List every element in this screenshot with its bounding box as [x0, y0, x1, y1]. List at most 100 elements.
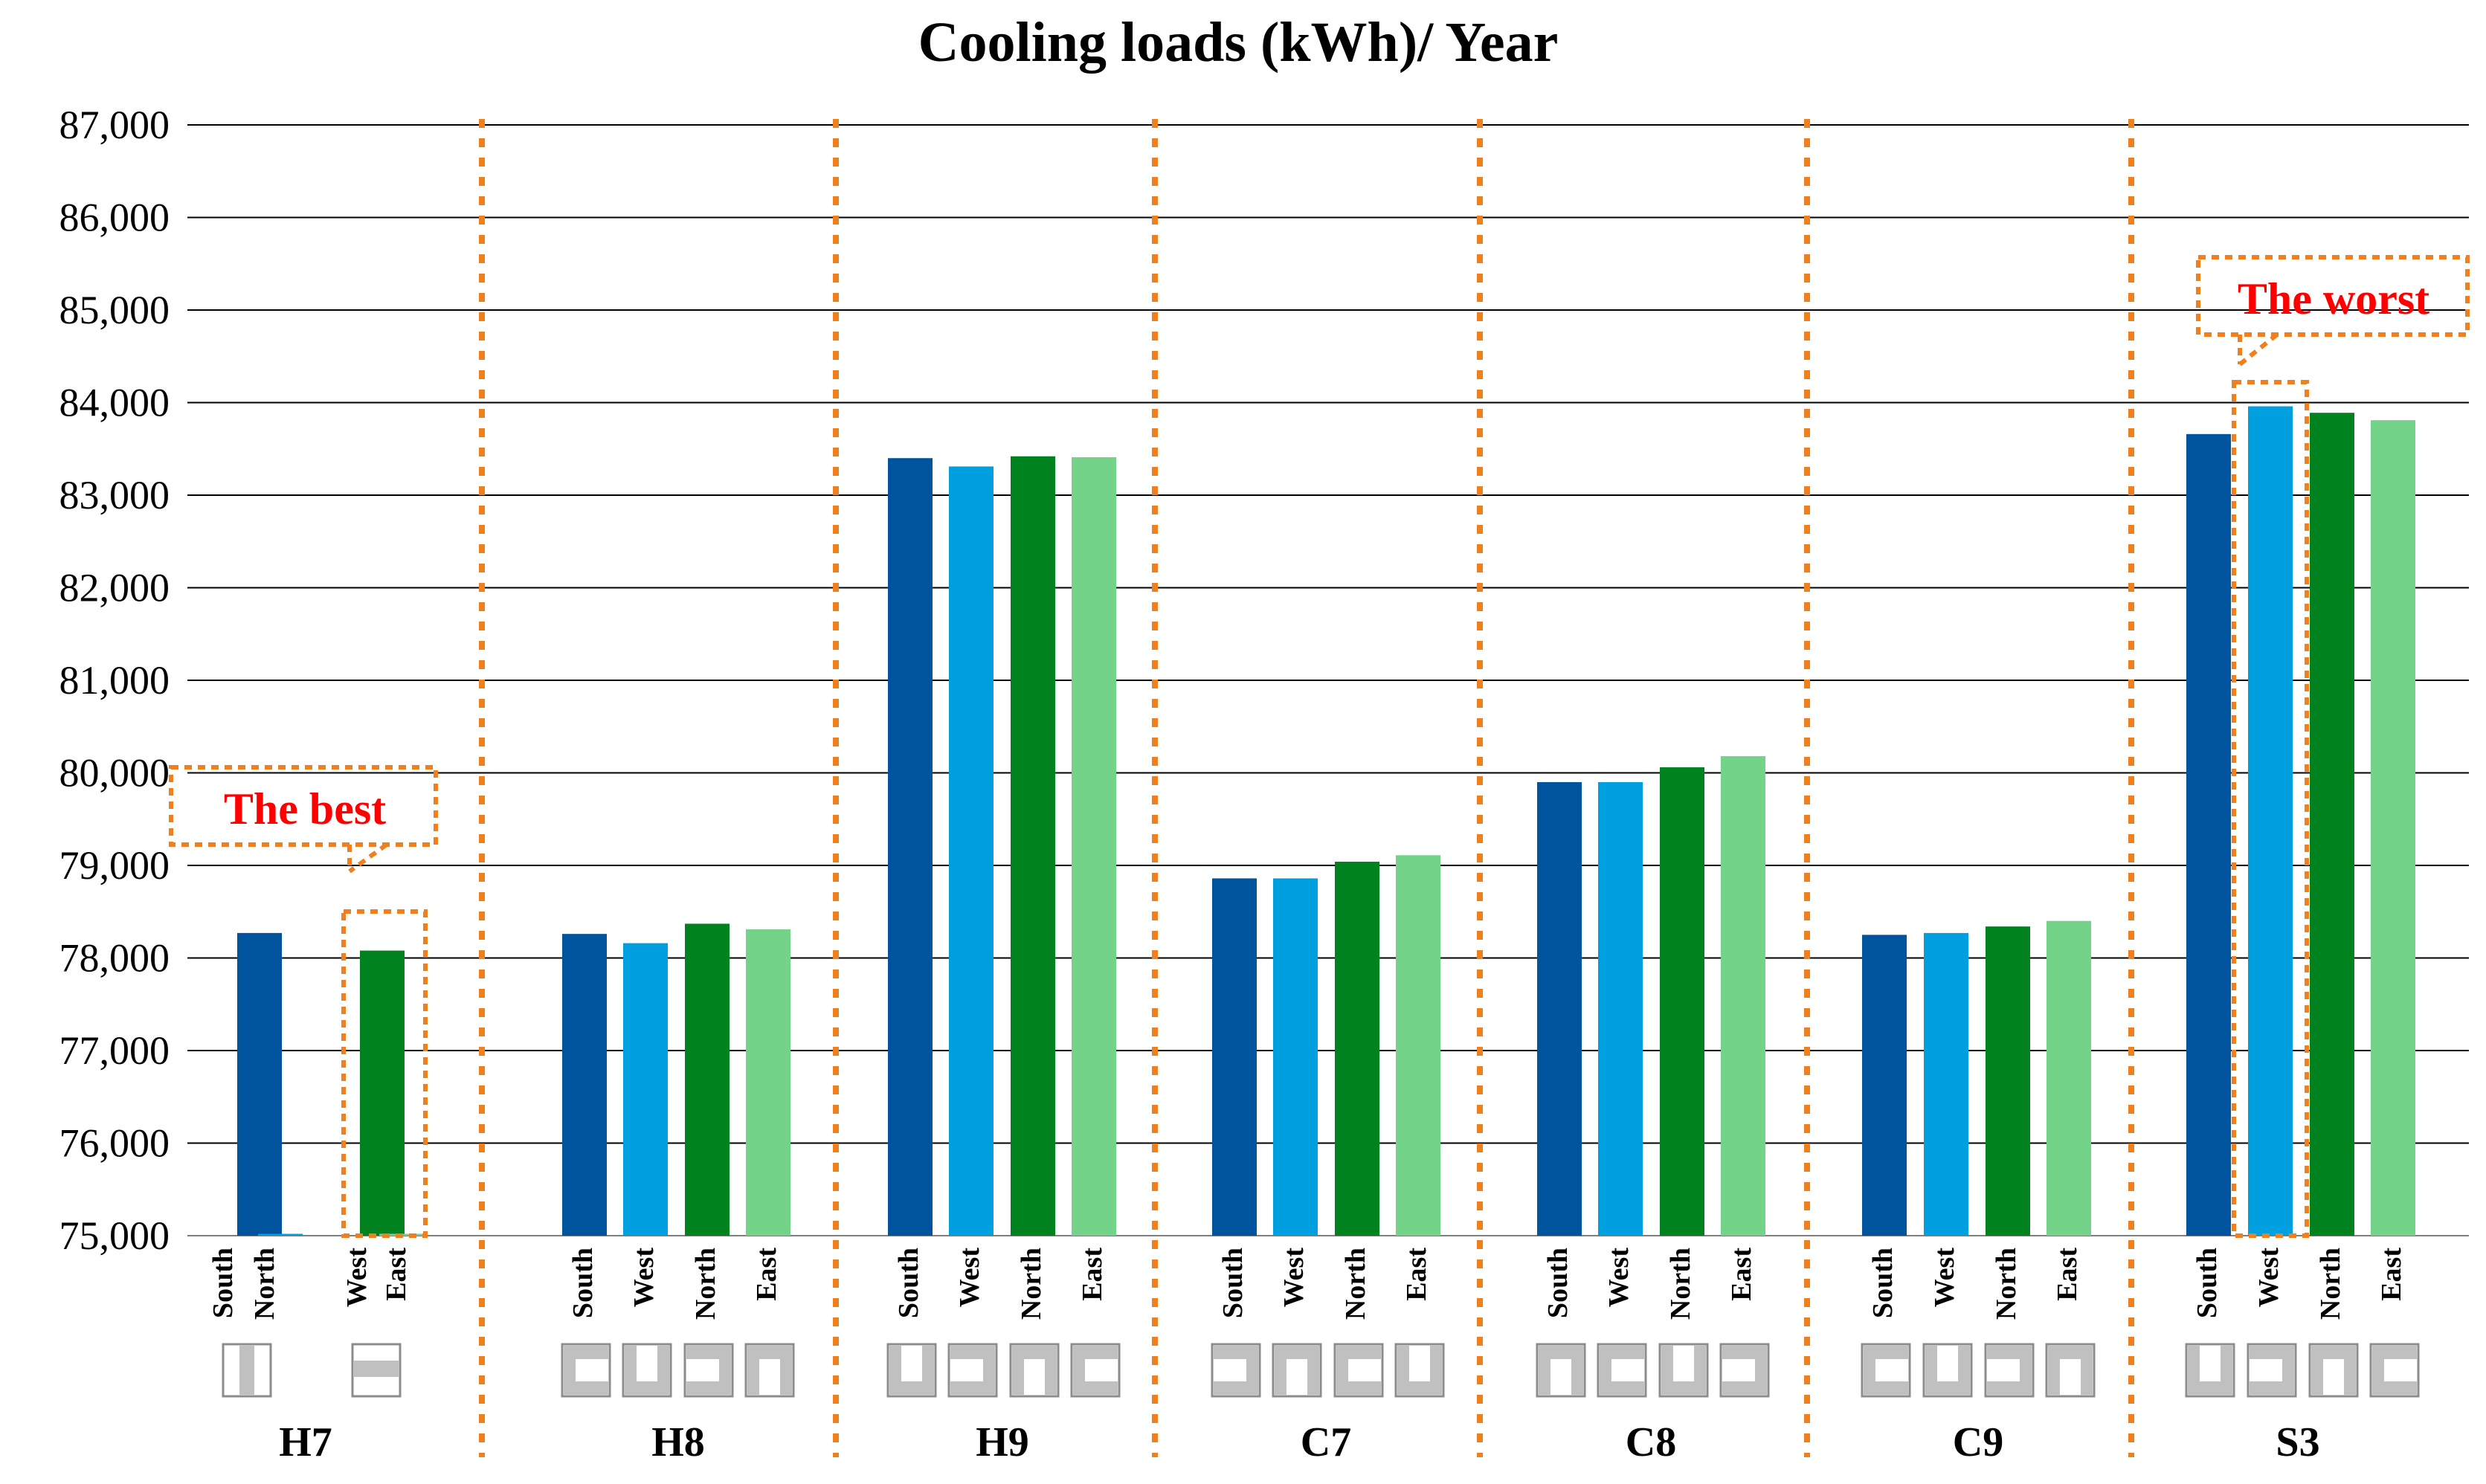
orientation-label: East: [751, 1248, 782, 1301]
plan-icons: [222, 1343, 2420, 1398]
y-tick-label: 76,000: [59, 1121, 170, 1166]
orientation-label: West: [341, 1248, 373, 1308]
bar-h8-east: [746, 929, 790, 1236]
y-tick-label: 81,000: [59, 658, 170, 703]
plan-icon: [1070, 1343, 1121, 1398]
best-highlight-box: [341, 909, 428, 1238]
orientation-label: North: [690, 1248, 721, 1320]
orientation-label: South: [207, 1248, 239, 1318]
plan-icon: [1861, 1343, 1911, 1398]
bar-c8-west: [1598, 781, 1643, 1236]
orientation-label: East: [1726, 1248, 1757, 1301]
chart-title: Cooling loads (kWh)/ Year: [918, 11, 1559, 74]
y-axis-ticks: 75,000 76,000 77,000 78,000 79,000 80,000 81,0…: [59, 103, 170, 1258]
bar-h8-west: [623, 943, 668, 1236]
bar-h9-west: [949, 466, 994, 1236]
plan-icon: [222, 1343, 272, 1398]
bar-s3-north: [2310, 413, 2354, 1236]
plan-icon: [561, 1343, 611, 1398]
y-tick-label: 87,000: [59, 103, 170, 147]
plan-icon: [2369, 1343, 2420, 1398]
bar-c7-west: [1273, 878, 1318, 1236]
plan-icon: [1333, 1343, 1384, 1398]
bar-h8-south: [562, 934, 607, 1236]
plan-icon: [2308, 1343, 2359, 1398]
bar-s3-east: [2371, 420, 2415, 1236]
plan-icon: [1536, 1343, 1586, 1398]
y-tick-label: 83,000: [59, 473, 170, 517]
worst-highlight-box: [2232, 380, 2309, 1238]
orientation-label: North: [1991, 1248, 2022, 1320]
bar-s3-west: [2248, 406, 2293, 1236]
plan-icon: [1211, 1343, 1261, 1398]
bar-c9-west: [1924, 932, 1968, 1236]
bar-c7-south: [1212, 878, 1257, 1236]
category-label-s3: S3: [2276, 1419, 2319, 1465]
orientation-label: North: [249, 1248, 280, 1320]
orientation-label: West: [1603, 1248, 1635, 1308]
bar-c9-north: [1986, 926, 2030, 1236]
orientation-label: South: [1867, 1248, 1899, 1318]
plan-icon: [351, 1343, 402, 1398]
bar-h9-east: [1072, 457, 1116, 1236]
y-tick-label: 79,000: [59, 843, 170, 888]
orientation-label: South: [893, 1248, 924, 1318]
orientation-label: East: [2376, 1248, 2407, 1301]
y-tick-label: 85,000: [59, 288, 170, 332]
orientation-label: South: [2192, 1248, 2223, 1318]
orientation-label: East: [1401, 1248, 1432, 1301]
plan-icon: [1009, 1343, 1060, 1398]
y-tick-label: 84,000: [59, 381, 170, 425]
y-tick-label: 77,000: [59, 1028, 170, 1073]
bar-h9-north: [1011, 456, 1055, 1236]
plan-icon: [1597, 1343, 1647, 1398]
category-label-h8: H8: [651, 1419, 705, 1465]
bar-h9-south: [888, 458, 933, 1236]
bar-c7-north: [1335, 862, 1379, 1236]
plan-icon: [947, 1343, 998, 1398]
plan-icon: [886, 1343, 937, 1398]
orientation-label: North: [1340, 1248, 1371, 1320]
plan-icon: [1922, 1343, 1973, 1398]
annotations: The best The worst: [169, 255, 2470, 1238]
bar-c9-south: [1862, 935, 1907, 1236]
category-label-c9: C9: [1953, 1419, 2003, 1465]
plan-icon: [1984, 1343, 2035, 1398]
bar-h7-west: [360, 950, 405, 1236]
category-label-h7: H7: [279, 1419, 332, 1465]
bar-c8-south: [1537, 781, 1582, 1236]
bar-c7-east: [1396, 855, 1440, 1236]
plan-icon: [1658, 1343, 1709, 1398]
y-tick-label: 80,000: [59, 751, 170, 796]
orientation-label: West: [954, 1248, 985, 1308]
y-tick-label: 82,000: [59, 566, 170, 610]
grid-lines: [187, 124, 2469, 1236]
best-annotation: The best: [224, 784, 386, 833]
plan-icon: [1394, 1343, 1445, 1398]
bar-s3-south: [2186, 433, 2231, 1236]
orientation-label: North: [1016, 1248, 1047, 1320]
category-label-c7: C7: [1301, 1419, 1351, 1465]
orientation-label: South: [1217, 1248, 1249, 1318]
category-label-h9: H9: [976, 1419, 1029, 1465]
orientation-label: East: [381, 1248, 412, 1301]
plan-icon: [1272, 1343, 1322, 1398]
y-tick-label: 78,000: [59, 936, 170, 981]
plan-icon: [744, 1343, 795, 1398]
orientation-label: West: [2253, 1248, 2284, 1308]
best-callout-box: [169, 765, 438, 847]
orientation-label: West: [1929, 1248, 1960, 1308]
bars: [237, 406, 2415, 1236]
orientation-label: East: [1077, 1248, 1108, 1301]
y-tick-label: 86,000: [59, 196, 170, 240]
plan-icon: [683, 1343, 734, 1398]
bar-c8-east: [1721, 756, 1765, 1236]
worst-annotation: The worst: [2238, 274, 2429, 323]
orientation-label: West: [628, 1248, 660, 1308]
bar-h8-north: [685, 923, 730, 1236]
worst-callout-box: [2196, 255, 2470, 337]
y-tick-label: 75,000: [59, 1213, 170, 1258]
orientation-label: North: [1665, 1248, 1696, 1320]
plan-icon: [2247, 1343, 2297, 1398]
